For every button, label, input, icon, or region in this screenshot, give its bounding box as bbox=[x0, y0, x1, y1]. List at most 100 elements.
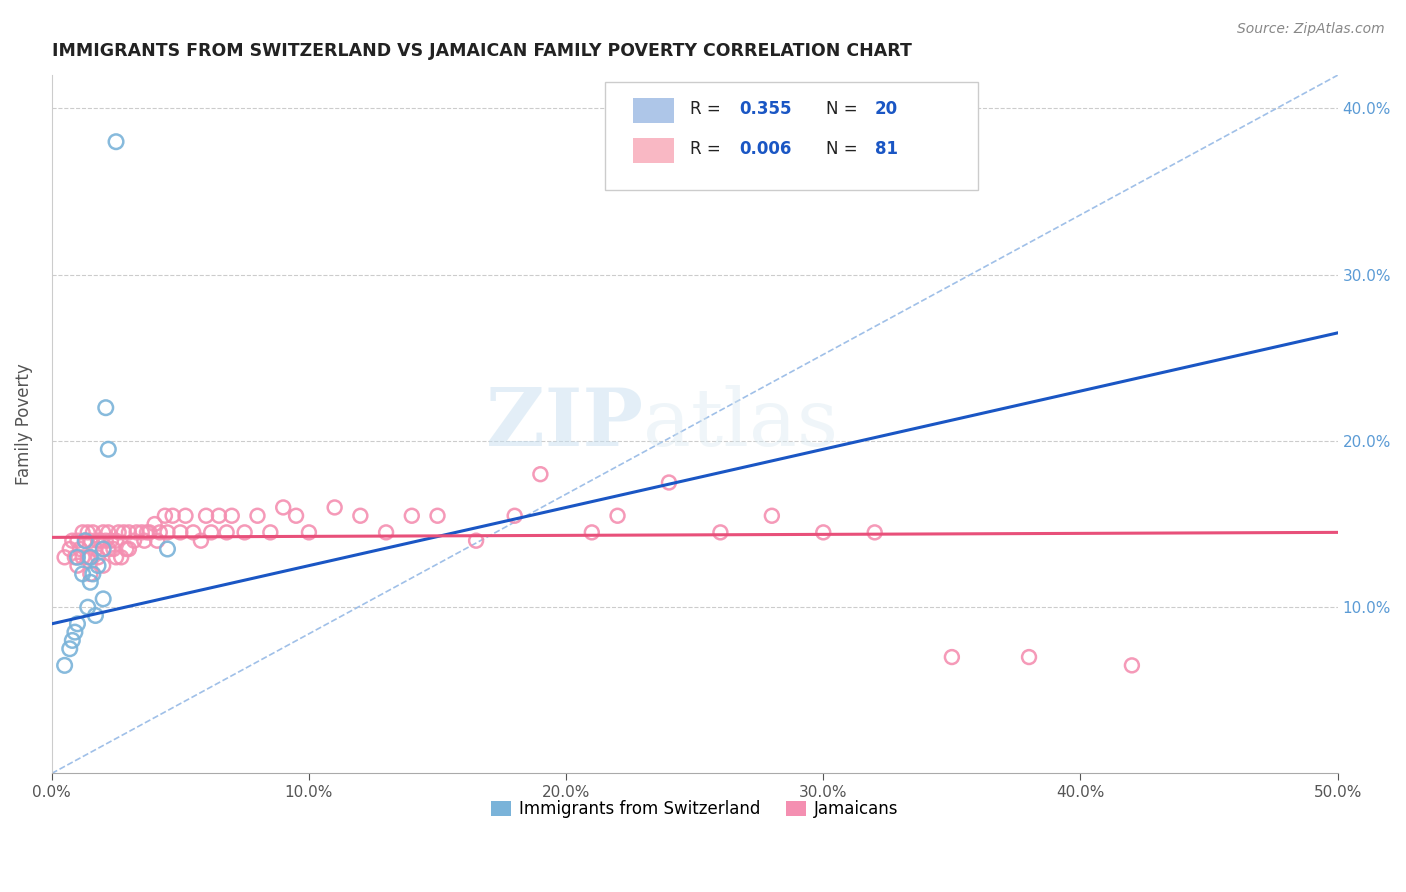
Point bbox=[118, 541, 141, 556]
Point bbox=[169, 525, 191, 540]
Point bbox=[156, 541, 179, 556]
Point bbox=[87, 558, 110, 573]
Point bbox=[66, 558, 89, 573]
Point bbox=[90, 533, 112, 548]
FancyBboxPatch shape bbox=[633, 97, 673, 123]
Point bbox=[465, 533, 488, 548]
Point bbox=[375, 525, 398, 540]
Point bbox=[72, 525, 94, 540]
Point bbox=[135, 525, 157, 540]
Point bbox=[105, 533, 128, 548]
Point bbox=[813, 525, 835, 540]
Point bbox=[105, 550, 128, 565]
Point bbox=[107, 525, 129, 540]
Point bbox=[1018, 650, 1040, 665]
Point bbox=[79, 575, 101, 590]
Text: IMMIGRANTS FROM SWITZERLAND VS JAMAICAN FAMILY POVERTY CORRELATION CHART: IMMIGRANTS FROM SWITZERLAND VS JAMAICAN … bbox=[52, 42, 911, 60]
Point bbox=[87, 550, 110, 565]
Legend: Immigrants from Switzerland, Jamaicans: Immigrants from Switzerland, Jamaicans bbox=[484, 793, 905, 824]
Point bbox=[79, 550, 101, 565]
Point bbox=[125, 525, 148, 540]
Point bbox=[60, 633, 83, 648]
Text: Source: ZipAtlas.com: Source: ZipAtlas.com bbox=[1237, 22, 1385, 37]
Point bbox=[195, 508, 218, 523]
Text: ZIP: ZIP bbox=[486, 385, 644, 463]
Point bbox=[709, 525, 731, 540]
Point bbox=[84, 541, 107, 556]
Point bbox=[658, 475, 681, 490]
Point bbox=[97, 541, 120, 556]
Point bbox=[63, 550, 86, 565]
Point bbox=[84, 608, 107, 623]
Point bbox=[97, 442, 120, 457]
Point bbox=[69, 541, 91, 556]
Point bbox=[146, 533, 169, 548]
Text: N =: N = bbox=[825, 100, 863, 118]
Point bbox=[298, 525, 321, 540]
Point bbox=[162, 508, 184, 523]
Point bbox=[174, 508, 197, 523]
Point bbox=[149, 525, 172, 540]
Point bbox=[76, 550, 98, 565]
Point bbox=[66, 616, 89, 631]
Point bbox=[138, 525, 160, 540]
Point bbox=[271, 500, 294, 515]
Point bbox=[97, 525, 120, 540]
Point bbox=[259, 525, 281, 540]
Text: 81: 81 bbox=[875, 140, 897, 158]
Text: 0.006: 0.006 bbox=[740, 140, 792, 158]
Point bbox=[72, 566, 94, 581]
Point bbox=[76, 525, 98, 540]
Text: 0.355: 0.355 bbox=[740, 100, 792, 118]
Point bbox=[94, 401, 117, 415]
Point bbox=[60, 533, 83, 548]
Point bbox=[153, 508, 176, 523]
Text: R =: R = bbox=[689, 140, 725, 158]
Point bbox=[503, 508, 526, 523]
Point bbox=[79, 566, 101, 581]
Point bbox=[1121, 658, 1143, 673]
Point bbox=[134, 533, 156, 548]
Point bbox=[82, 525, 104, 540]
Point bbox=[115, 541, 138, 556]
Point bbox=[323, 500, 346, 515]
Point bbox=[401, 508, 423, 523]
Point bbox=[59, 641, 82, 656]
Point bbox=[91, 591, 114, 606]
Point bbox=[72, 550, 94, 565]
Point bbox=[215, 525, 238, 540]
Point bbox=[103, 541, 125, 556]
Point bbox=[181, 525, 204, 540]
Point bbox=[208, 508, 231, 523]
Point bbox=[200, 525, 222, 540]
Point bbox=[863, 525, 886, 540]
Point bbox=[190, 533, 212, 548]
Point bbox=[91, 541, 114, 556]
Point bbox=[122, 533, 145, 548]
Point bbox=[349, 508, 371, 523]
Point bbox=[285, 508, 308, 523]
Point bbox=[94, 533, 117, 548]
FancyBboxPatch shape bbox=[633, 138, 673, 163]
Point bbox=[581, 525, 603, 540]
Point bbox=[761, 508, 783, 523]
Point bbox=[53, 658, 76, 673]
Point bbox=[112, 525, 135, 540]
Text: 20: 20 bbox=[875, 100, 898, 118]
Point bbox=[91, 558, 114, 573]
Point bbox=[529, 467, 551, 482]
Point bbox=[76, 600, 98, 615]
Text: atlas: atlas bbox=[644, 385, 838, 463]
Point bbox=[53, 550, 76, 565]
Point bbox=[221, 508, 243, 523]
Point bbox=[941, 650, 963, 665]
Point bbox=[66, 533, 89, 548]
Point bbox=[63, 625, 86, 640]
Point bbox=[606, 508, 628, 523]
Point bbox=[426, 508, 449, 523]
Point bbox=[66, 550, 89, 565]
Point bbox=[91, 541, 114, 556]
Text: N =: N = bbox=[825, 140, 863, 158]
Point bbox=[233, 525, 256, 540]
Point bbox=[91, 525, 114, 540]
